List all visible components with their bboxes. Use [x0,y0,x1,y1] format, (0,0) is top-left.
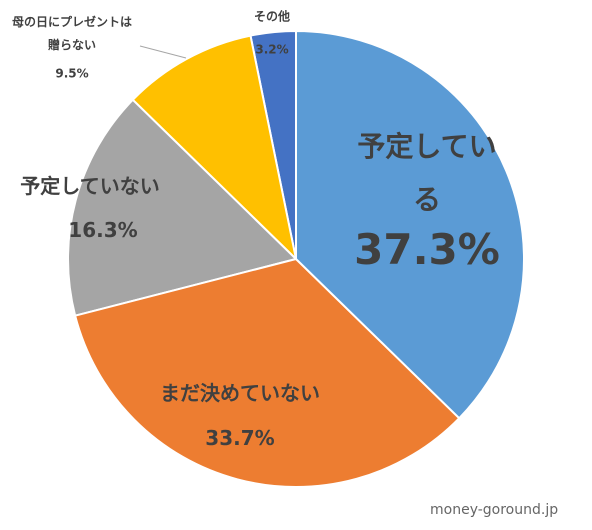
value-label: 9.5% [55,66,89,81]
value-label: 16.3% [68,218,138,242]
category-label: 予定している [357,129,497,216]
watermark: money-goround.jp [430,502,559,518]
value-label: 37.3% [354,225,500,275]
pie-slice [67,98,298,317]
category-label: その他 [253,9,291,24]
pie-slice [73,257,461,488]
pie-slice [131,34,298,262]
value-label: 3.2% [255,42,289,57]
category-label: 予定していない [20,174,160,198]
category-label: まだ決めていない [160,381,320,405]
pie-slice [295,29,525,420]
value-label: 33.7% [205,426,275,450]
leader-line [139,45,187,59]
category-label: 母の日にプレゼントは 贈らない [11,15,133,52]
